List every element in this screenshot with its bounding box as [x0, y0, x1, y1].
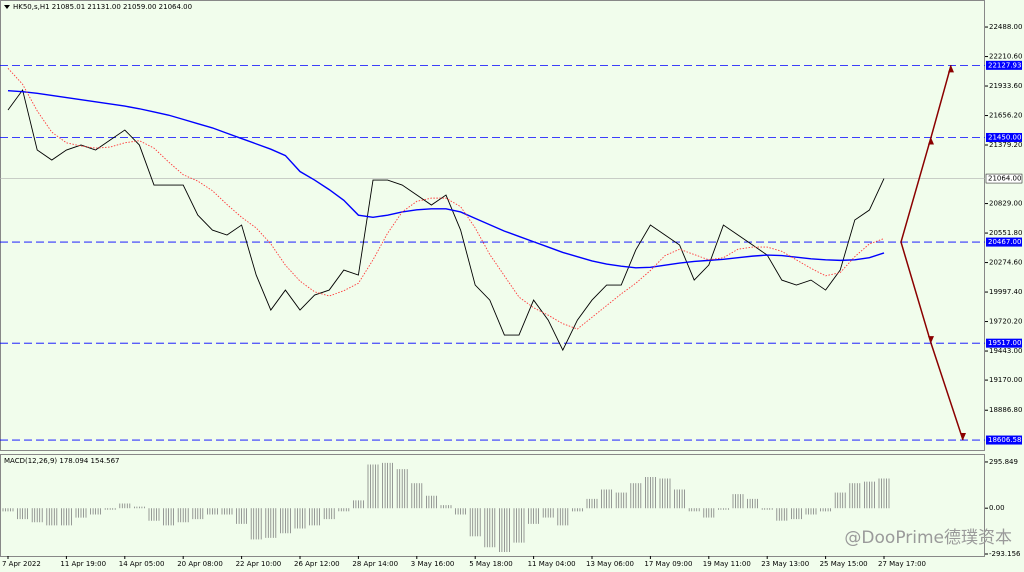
level-label: 19517.00: [988, 339, 1021, 347]
x-tick-label: 11 May 04:00: [528, 560, 576, 568]
x-tick-label: 14 Apr 05:00: [119, 560, 165, 568]
x-tick-label: 20 Apr 08:00: [177, 560, 223, 568]
level-label-box: [986, 60, 1022, 70]
series-line: [7, 68, 885, 330]
arrow-head: [928, 137, 934, 145]
level-label: 18606.58: [988, 436, 1021, 444]
menu-icon[interactable]: [4, 5, 10, 9]
level-label: 20467.00: [988, 238, 1021, 246]
macd-y-tick-label: -293.156: [989, 550, 1021, 558]
x-tick-label: 17 May 09:00: [644, 560, 692, 568]
x-tick-label: 26 Apr 12:00: [294, 560, 340, 568]
y-tick-label: 19170.00: [989, 376, 1022, 384]
y-tick-label: 20274.60: [989, 259, 1022, 267]
x-tick-label: 13 May 06:00: [586, 560, 634, 568]
current-price-box: [985, 173, 1023, 184]
y-tick-label: 18886.80: [989, 406, 1022, 414]
chart-title: HK50,s,H1 21085.01 21131.00 21059.00 210…: [13, 3, 192, 11]
y-tick-label: 21379.20: [989, 141, 1022, 149]
level-label: 21450.00: [988, 133, 1021, 141]
arrow-head: [928, 336, 934, 344]
y-tick-label: 19997.40: [989, 288, 1022, 296]
level-label-box: [986, 435, 1022, 445]
level-label-box: [986, 237, 1022, 247]
watermark: @DooPrime德璞资本: [844, 528, 1012, 548]
x-tick-label: 7 Apr 2022: [2, 560, 41, 568]
x-tick-label: 3 May 16:00: [411, 560, 455, 568]
y-tick-label: 19720.20: [989, 318, 1022, 326]
y-tick-label: 20551.80: [989, 229, 1022, 237]
x-tick-label: 19 May 11:00: [703, 560, 751, 568]
main-panel-frame: [0, 0, 985, 451]
x-tick-label: 23 May 13:00: [761, 560, 809, 568]
y-tick-label: 21933.60: [989, 82, 1022, 90]
y-tick-label: 19443.00: [989, 347, 1022, 355]
series-line: [7, 88, 885, 352]
y-tick-label: 21656.20: [989, 112, 1022, 120]
y-tick-label: 22210.60: [989, 53, 1022, 61]
current-price-label: 21064.00: [988, 175, 1021, 183]
x-tick-label: 22 Apr 10:00: [236, 560, 282, 568]
series-line: [7, 89, 885, 269]
x-tick-label: 28 Apr 14:00: [352, 560, 398, 568]
x-tick-label: 25 May 15:00: [820, 560, 868, 568]
macd-panel-frame: [0, 454, 985, 557]
level-label-box: [986, 338, 1022, 348]
x-tick-label: 5 May 18:00: [469, 560, 513, 568]
macd-y-tick-label: 0.00: [989, 504, 1005, 512]
level-label: 22127.93: [988, 61, 1021, 69]
arrow-head: [948, 65, 954, 73]
level-label-box: [986, 132, 1022, 142]
macd-y-tick-label: 295.849: [989, 458, 1018, 466]
macd-title: MACD(12,26,9) 178.094 154.567: [4, 457, 120, 465]
x-tick-label: 27 May 17:00: [878, 560, 926, 568]
y-tick-label: 22488.00: [989, 23, 1022, 31]
y-tick-label: 20829.00: [989, 200, 1022, 208]
arrow-head: [960, 433, 966, 441]
x-tick-label: 11 Apr 19:00: [60, 560, 106, 568]
